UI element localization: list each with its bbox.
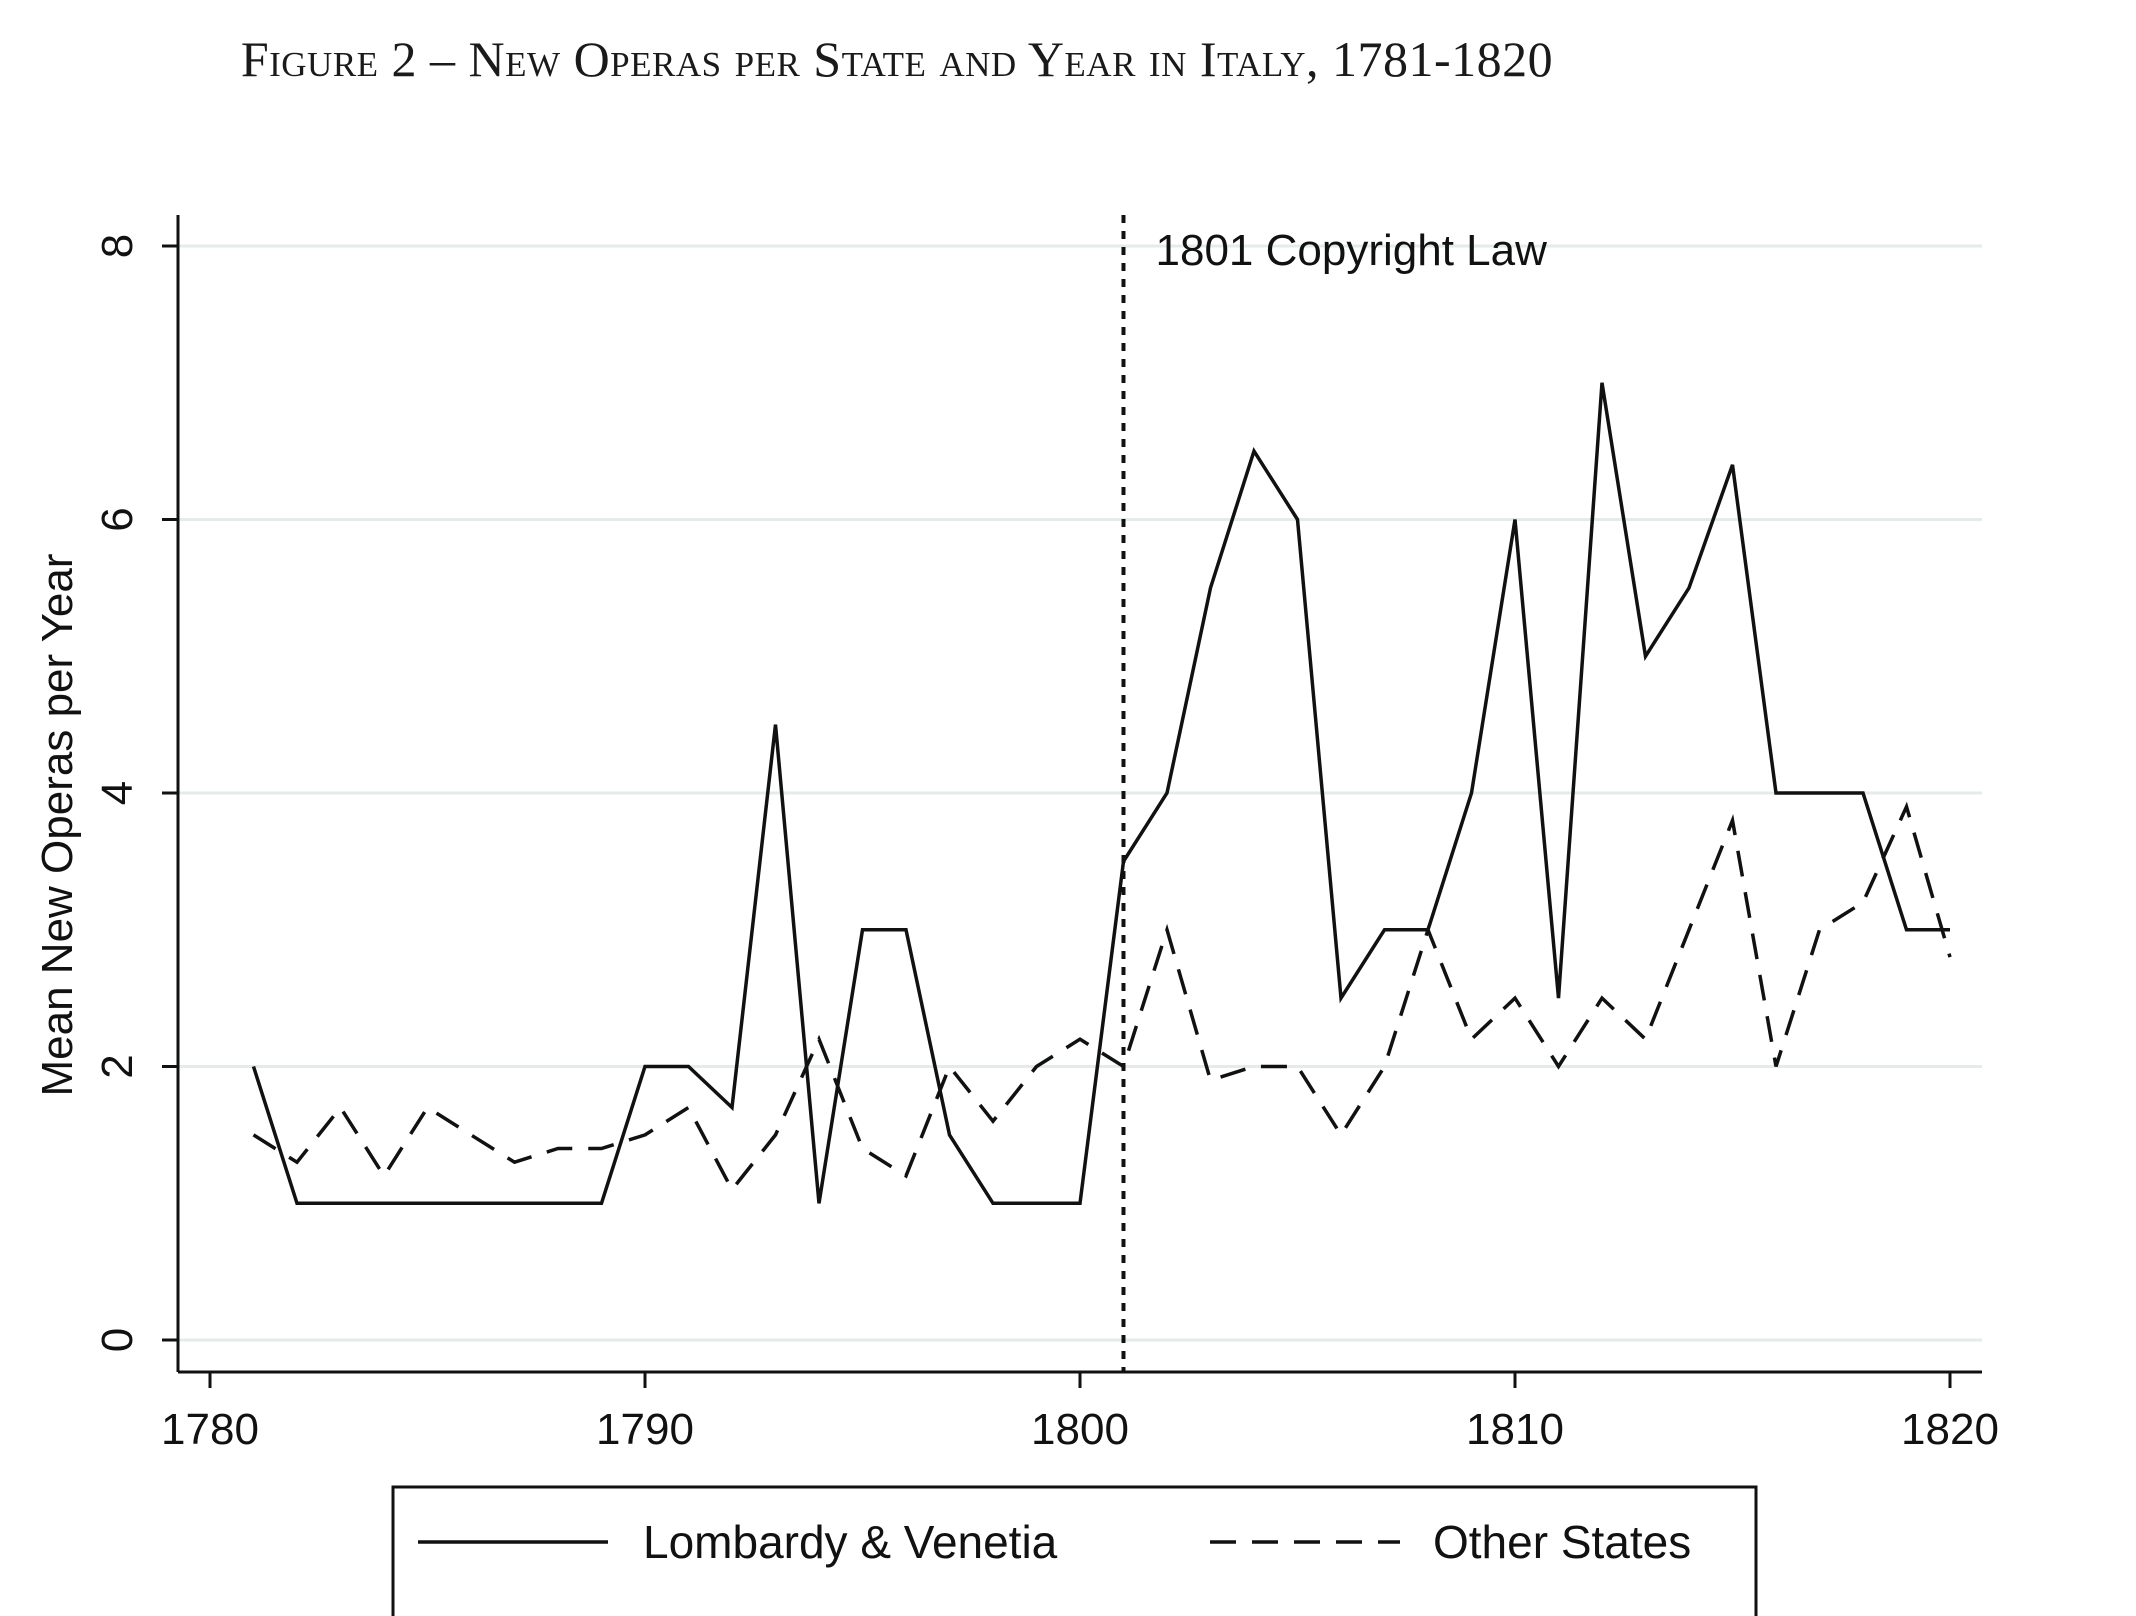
x-tick-label-1820: 1820 (1901, 1405, 1999, 1454)
x-ticks: 1780 1790 1800 1810 1820 (161, 1372, 1999, 1454)
x-tick-label-1810: 1810 (1466, 1405, 1564, 1454)
y-ticks: 0 2 4 6 8 (93, 234, 178, 1352)
series-line-other-states (252, 801, 1952, 1193)
figure-title: Figure 2 – New Operas per State and Year… (240, 31, 1554, 87)
x-tick-label-1800: 1800 (1031, 1405, 1129, 1454)
legend-label-other-states: Other States (1433, 1516, 1691, 1568)
y-tick-label-8: 8 (93, 234, 142, 258)
legend-label-lombardy-venetia: Lombardy & Venetia (643, 1516, 1058, 1568)
annotation-label: 1801 Copyright Law (1156, 226, 1548, 275)
annotations: 1801 Copyright Law (1121, 215, 1548, 1372)
series (251, 382, 1952, 1206)
legend: Lombardy & Venetia Other States (391, 1485, 1758, 1616)
y-tick-label-0: 0 (93, 1328, 142, 1352)
y-tick-label-4: 4 (93, 781, 142, 805)
y-tick-label-6: 6 (93, 507, 142, 531)
legend-box (391, 1485, 1758, 1616)
series-line-lombardy-venetia (251, 382, 1950, 1206)
gridlines (178, 244, 1982, 1342)
x-tick-label-1790: 1790 (596, 1405, 694, 1454)
x-tick-label-1780: 1780 (161, 1405, 259, 1454)
y-axis-title: Mean New Operas per Year (33, 554, 82, 1097)
y-tick-label-2: 2 (93, 1054, 142, 1078)
